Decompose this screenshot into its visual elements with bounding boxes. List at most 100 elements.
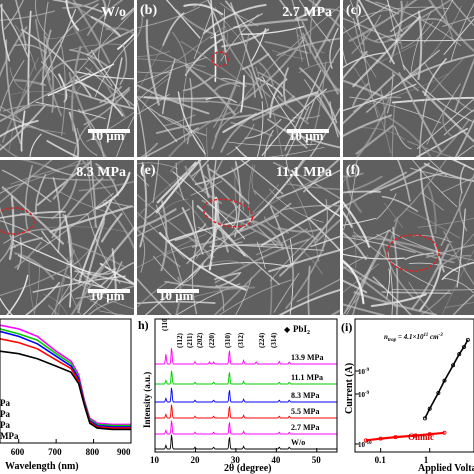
sclc-data-point xyxy=(442,430,447,435)
sem-panel-c-label: (c) xyxy=(346,3,362,18)
xrd-series-label: 5.5 MPa xyxy=(291,407,319,416)
sem-panel-d-scale-label: 10 μm xyxy=(90,288,125,303)
sem-panel-a-pressure: W/o xyxy=(101,5,126,20)
sem-panel-a-scale-label: 10 μm xyxy=(90,128,125,143)
xrd-series-label: 2.7 MPa xyxy=(291,423,319,432)
xrd-series-label: W/o xyxy=(291,438,305,447)
sem-panel-c: (c) xyxy=(343,0,474,157)
xrd-peak-label: (314) xyxy=(270,332,278,348)
xrd-legend: ◆ PbI2 xyxy=(284,324,310,336)
defect-circle-b xyxy=(211,51,229,67)
abs-x-tick-label: 800 xyxy=(86,447,100,457)
defect-circle-e xyxy=(202,198,254,228)
sclc-x-axis-title: Applied Volta xyxy=(418,463,474,474)
xrd-series-line xyxy=(155,348,337,365)
absorbance-legend: Pa Pa Pa MPa xyxy=(0,398,19,441)
sclc-data-point xyxy=(465,337,470,342)
abs-series-3 xyxy=(0,330,131,428)
sclc-ohmic-line xyxy=(365,431,445,442)
sclc-data-line xyxy=(424,339,469,419)
abs-legend-3: Pa xyxy=(0,420,10,430)
sclc-data-point xyxy=(436,390,441,395)
sclc-annotation-rest: = 4.1×10 xyxy=(396,333,424,341)
sclc-y-axis-title: Current (A) xyxy=(344,363,355,414)
xrd-peak-label: (112) xyxy=(176,333,184,348)
xrd-series-label: 13.9 MPa xyxy=(291,353,323,362)
sclc-data-point xyxy=(427,432,432,437)
sclc-annotation: n xyxy=(384,333,388,341)
sclc-annotation-sub: trap xyxy=(388,338,397,343)
sem-panel-f: (f) xyxy=(343,160,474,315)
sem-panel-e-pressure: 11.1 MPa xyxy=(276,165,332,180)
sem-panel-b-scale-bar xyxy=(287,129,329,133)
abs-series-5 xyxy=(0,350,131,431)
xrd-peak-label: (110) xyxy=(161,318,169,331)
sem-panel-e-scale-label: 10 μm xyxy=(159,288,194,303)
xrd-y-axis-title: Intensity (a.u.) xyxy=(142,372,152,428)
sclc-plot: (i) Current (A) 0.1 1 10-9 10-9 10-10 ntrap … xyxy=(341,318,474,474)
sclc-annotation-unit: cm xyxy=(428,333,439,341)
xrd-x-tick-label: 50 xyxy=(312,455,322,465)
xrd-peak-label: (310) xyxy=(224,332,232,348)
xrd-series-line xyxy=(155,434,337,450)
sem-panel-b: (b) 2.7 MPa 10 μm xyxy=(137,0,340,157)
sem-panel-a-scale-bar xyxy=(88,129,130,133)
sclc-data-point xyxy=(457,352,462,357)
sem-panel-b-pressure: 2.7 MPa xyxy=(282,5,332,20)
sem-panel-b-label: (b) xyxy=(140,3,158,18)
abs-legend-1: Pa xyxy=(0,398,10,408)
xrd-x-tick-label: 30 xyxy=(231,455,241,465)
sclc-data-point xyxy=(461,344,466,349)
abs-legend-4: MPa xyxy=(0,431,19,441)
sclc-y-tick-label: 10-9 xyxy=(358,391,370,399)
sem-panel-b-scale-label: 10 μm xyxy=(289,128,324,143)
sclc-annotation-sup: 11 xyxy=(423,333,428,338)
xrd-legend-sub: 2 xyxy=(307,330,310,336)
xrd-x-tick-label: 10 xyxy=(150,455,160,465)
sem-panel-f-label: (f) xyxy=(346,163,360,178)
xrd-peak-label: (211) xyxy=(186,333,194,348)
defect-circle-d xyxy=(0,207,35,235)
xrd-panel-label: h) xyxy=(138,318,149,332)
xrd-legend-text: PbI xyxy=(293,324,308,334)
sem-panel-d-scale-bar xyxy=(88,289,130,293)
sclc-data-point xyxy=(393,435,398,440)
xrd-series-line xyxy=(155,420,337,435)
sem-image-b xyxy=(137,0,340,157)
xrd-plot: h) Intensity (a.u.) 10 20 30 40 50 (110) (112… xyxy=(138,318,338,474)
abs-x-tick-label: 700 xyxy=(48,447,62,457)
sclc-data-point xyxy=(427,406,432,411)
sem-image-e xyxy=(137,160,340,315)
sem-panel-a: W/o 10 μm xyxy=(0,0,134,157)
sclc-data-point xyxy=(363,438,368,443)
sclc-data-point xyxy=(422,416,427,421)
sclc-y-tick-label: 10-10 xyxy=(358,441,372,449)
sem-image-c xyxy=(343,0,474,157)
sclc-y-tick-label: 10-9 xyxy=(358,368,370,376)
defect-circle-f xyxy=(386,234,440,272)
xrd-series-line xyxy=(155,404,337,419)
svg-text:ntrap = 4.1×1011 cm-3: ntrap = 4.1×1011 cm-3 xyxy=(384,333,443,343)
absorbance-plot: 600 700 800 900 Pa Pa Pa MPa Wavelength (nm… xyxy=(0,318,132,472)
xrd-x-axis-title: 2θ (degree) xyxy=(224,463,272,474)
abs-x-axis-title: Wavelength (nm) xyxy=(5,461,79,472)
absorbance-chart: 600 700 800 900 Pa Pa Pa MPa Wavelength (nm… xyxy=(0,318,136,474)
xrd-series-label: 8.3 MPa xyxy=(291,391,319,400)
sclc-data-point xyxy=(442,378,447,383)
abs-x-tick-label: 900 xyxy=(117,447,131,457)
abs-x-tick-label: 600 xyxy=(11,447,25,457)
sem-panel-d: 8.3 MPa 10 μm xyxy=(0,160,134,315)
sclc-annotation-unit-sup: -3 xyxy=(439,333,444,338)
sem-panel-e-label: (e) xyxy=(140,163,156,178)
sem-panel-e-scale-bar xyxy=(157,289,199,293)
sclc-panel-label: (i) xyxy=(341,320,352,334)
xrd-legend-marker: ◆ xyxy=(284,325,291,334)
abs-series-4 xyxy=(0,338,131,429)
sclc-x-tick-label: 0.1 xyxy=(375,455,387,465)
sem-image-a xyxy=(0,0,134,157)
sclc-data-point xyxy=(451,363,456,368)
sclc-data-point xyxy=(412,433,417,438)
xrd-peak-label: (220) xyxy=(208,332,216,348)
xrd-peak-label: (224) xyxy=(258,332,266,348)
svg-text:PbI2: PbI2 xyxy=(293,324,310,336)
